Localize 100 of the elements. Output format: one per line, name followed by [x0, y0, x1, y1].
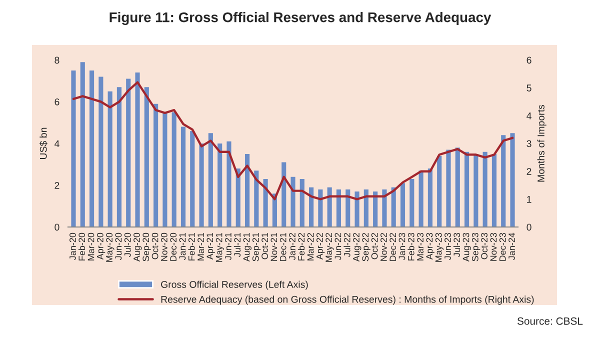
bar: [162, 112, 168, 227]
x-tick-label: Jul-23: [453, 232, 460, 257]
bar: [346, 189, 350, 227]
x-tick-label: Nov-22: [380, 233, 387, 261]
x-tick-label: May-20: [106, 232, 114, 262]
bar: [382, 189, 387, 227]
bar: [327, 187, 332, 227]
y-tick-label: 4: [54, 140, 60, 148]
bar: [135, 72, 140, 227]
bar: [263, 178, 268, 227]
bar: [354, 192, 360, 227]
x-tick-label: Nov-23: [490, 232, 497, 261]
bar: [244, 154, 250, 227]
x-tick-label: Aug-20: [134, 232, 142, 262]
y2-tick-label: 6: [526, 56, 532, 64]
x-tick-label: Aug-23: [462, 232, 471, 262]
x-tick-label: Sep-22: [362, 233, 370, 262]
bar: [116, 87, 122, 227]
legend-label: Reserve Adequacy (based on Gross Official Reserves) : Months of Imports (Right Axis): [161, 296, 534, 305]
x-tick-label: May-22: [326, 233, 334, 262]
y-tick-label: 0: [54, 224, 60, 231]
bar: [410, 178, 414, 227]
x-tick-label: Sep-20: [142, 232, 151, 262]
bar: [226, 141, 232, 227]
y2-tick-label: 4: [526, 112, 532, 120]
bar: [510, 133, 515, 227]
y2-tick-label: 1: [527, 196, 532, 203]
bar: [126, 78, 131, 227]
x-tick-label: Oct-20: [152, 232, 158, 260]
x-tick-label: Jun-21: [225, 232, 232, 260]
legend-label: Gross Official Reserves (Left Axis): [161, 280, 308, 290]
x-tick-label: Jan-24: [508, 232, 515, 260]
bar: [391, 187, 396, 227]
x-tick-label: Mar-21: [198, 232, 204, 260]
x-tick-label: Jul-21: [234, 232, 241, 257]
bar: [154, 104, 158, 227]
x-tick-label: Jul-22: [344, 233, 350, 257]
x-tick-label: Sep-23: [472, 232, 480, 262]
bar: [218, 144, 222, 227]
x-tick-label: Dec-20: [170, 232, 177, 261]
y-axis-title: US$ bn: [39, 128, 48, 159]
y2-tick-label: 0: [526, 224, 532, 231]
x-tick-label: Apr-21: [206, 232, 215, 260]
chart-title: Figure 11: Gross Official Reserves and Reserve Adequacy: [110, 12, 492, 26]
x-tick-label: Jun-23: [444, 232, 451, 260]
x-tick-label: Oct-22: [371, 233, 378, 260]
x-tick-label: Aug-21: [243, 232, 252, 262]
x-tick-label: Feb-22: [298, 233, 305, 260]
x-tick-label: Jan-23: [398, 232, 406, 260]
x-tick-label: Apr-20: [96, 232, 106, 260]
y2-tick-label: 2: [526, 168, 532, 175]
bar: [144, 87, 149, 227]
bar: [199, 144, 204, 227]
bar: [492, 154, 497, 227]
bar: [428, 168, 432, 227]
bar: [400, 183, 406, 227]
y-tick-label: 8: [54, 56, 60, 64]
x-tick-label: Dec-21: [280, 232, 286, 261]
x-tick-label: Jan-20: [70, 232, 76, 260]
bar: [108, 91, 112, 227]
bar: [190, 130, 195, 227]
x-tick-label: Jan-22: [289, 233, 296, 260]
line-series: [72, 81, 514, 200]
x-tick-label: Aug-22: [353, 233, 362, 262]
bar: [309, 187, 314, 227]
bar: [290, 176, 296, 227]
y2-axis-title: Months of Imports: [537, 104, 546, 182]
x-tick-label: Sep-21: [252, 232, 261, 262]
source-note: Source: CBSL: [517, 317, 583, 325]
x-tick-label: Nov-21: [270, 232, 278, 261]
x-tick-label: Feb-23: [408, 232, 414, 260]
bar: [172, 112, 176, 227]
bar: [373, 192, 378, 227]
bar: [89, 70, 94, 227]
x-tick-label: Jun-20: [115, 232, 122, 260]
x-tick-label: May-21: [216, 232, 224, 262]
x-tick-label: Jul-20: [124, 232, 131, 257]
x-tick-label: Mar-22: [307, 233, 314, 260]
bar: [282, 162, 286, 227]
y-tick-label: 2: [54, 182, 60, 189]
bar: [464, 152, 470, 227]
bar: [254, 170, 259, 227]
x-tick-label: Apr-22: [316, 233, 325, 260]
y2-tick-label: 3: [526, 140, 532, 148]
bar: [180, 126, 186, 227]
x-tick-label: Oct-23: [481, 232, 488, 260]
bar: [208, 133, 213, 227]
x-tick-label: Oct-21: [262, 232, 268, 260]
bar: [455, 148, 460, 227]
bar: [318, 189, 323, 227]
x-tick-label: Nov-20: [160, 232, 168, 261]
x-tick-label: Mar-20: [88, 232, 94, 260]
bar: [80, 62, 85, 227]
x-tick-label: Mar-23: [417, 232, 424, 260]
bar: [364, 189, 368, 227]
bar: [474, 154, 478, 227]
bar: [300, 178, 304, 227]
x-tick-label: Jan-21: [179, 232, 186, 260]
bar: [98, 76, 104, 227]
x-tick-label: Apr-23: [426, 232, 434, 260]
